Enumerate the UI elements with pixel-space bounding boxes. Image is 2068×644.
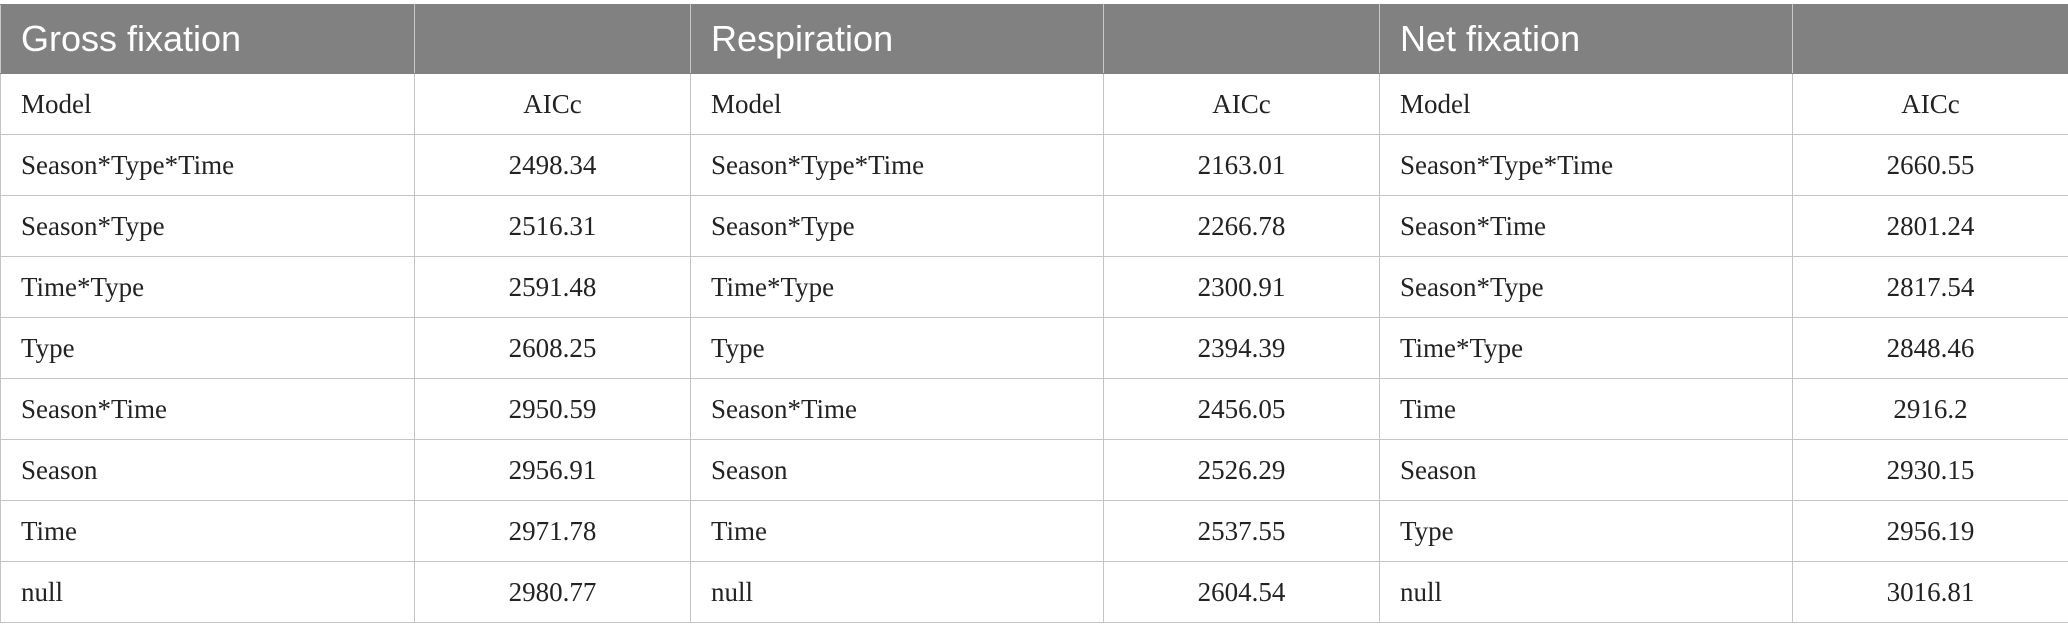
aicc-cell: 2526.29 xyxy=(1103,439,1380,501)
model-cell: Time*Type xyxy=(0,256,415,318)
aicc-cell: 2971.78 xyxy=(414,500,691,562)
group-header-net-fixation: Net fixation xyxy=(1379,4,1793,74)
column-header-aicc: AICc xyxy=(1792,73,2068,135)
aicc-cell: 2950.59 xyxy=(414,378,691,440)
table-row: Type 2608.25 Type 2394.39 Time*Type 2848.46 xyxy=(0,317,2068,379)
aicc-cell: 2956.91 xyxy=(414,439,691,501)
group-header-row: Gross fixation Respiration Net fixation xyxy=(0,4,2068,74)
table-row: Season*Time 2950.59 Season*Time 2456.05 Time… xyxy=(0,378,2068,440)
aicc-cell: 2848.46 xyxy=(1792,317,2068,379)
aicc-cell: 2163.01 xyxy=(1103,134,1380,196)
aicc-cell: 2300.91 xyxy=(1103,256,1380,318)
table-row: Season*Type 2516.31 Season*Type 2266.78 Seas… xyxy=(0,195,2068,257)
group-header-gross-fixation: Gross fixation xyxy=(0,4,415,74)
aicc-cell: 2660.55 xyxy=(1792,134,2068,196)
aicc-model-table: Gross fixation Respiration Net fixation … xyxy=(0,4,2068,623)
aicc-cell: 3016.81 xyxy=(1792,561,2068,623)
aicc-cell: 2591.48 xyxy=(414,256,691,318)
column-header-row: Model AICc Model AICc Model AICc xyxy=(0,73,2068,135)
model-cell: Season*Type xyxy=(1379,256,1793,318)
model-cell: null xyxy=(1379,561,1793,623)
model-cell: Season*Type*Time xyxy=(1379,134,1793,196)
model-cell: Season xyxy=(690,439,1104,501)
group-header-respiration: Respiration xyxy=(690,4,1104,74)
table-row: Time*Type 2591.48 Time*Type 2300.91 Season*T… xyxy=(0,256,2068,318)
column-header-aicc: AICc xyxy=(414,73,691,135)
group-header-spacer xyxy=(1792,4,2068,74)
aicc-cell: 2516.31 xyxy=(414,195,691,257)
model-cell: Season*Time xyxy=(0,378,415,440)
model-cell: Type xyxy=(0,317,415,379)
aicc-cell: 2817.54 xyxy=(1792,256,2068,318)
model-cell: Type xyxy=(690,317,1104,379)
model-cell: Time*Type xyxy=(690,256,1104,318)
aicc-cell: 2916.2 xyxy=(1792,378,2068,440)
column-header-model: Model xyxy=(690,73,1104,135)
column-header-model: Model xyxy=(1379,73,1793,135)
aicc-cell: 2801.24 xyxy=(1792,195,2068,257)
model-cell: Season xyxy=(0,439,415,501)
model-cell: Time xyxy=(690,500,1104,562)
aicc-cell: 2266.78 xyxy=(1103,195,1380,257)
aicc-cell: 2608.25 xyxy=(414,317,691,379)
aicc-cell: 2930.15 xyxy=(1792,439,2068,501)
model-cell: Type xyxy=(1379,500,1793,562)
model-cell: Time*Type xyxy=(1379,317,1793,379)
model-cell: Season*Time xyxy=(690,378,1104,440)
model-cell: Season*Type xyxy=(690,195,1104,257)
aicc-cell: 2980.77 xyxy=(414,561,691,623)
model-cell: Season*Time xyxy=(1379,195,1793,257)
table-row: Season*Type*Time 2498.34 Season*Type*Time 2… xyxy=(0,134,2068,196)
model-cell: Season*Type*Time xyxy=(0,134,415,196)
model-cell: Season*Type xyxy=(0,195,415,257)
model-cell: Season xyxy=(1379,439,1793,501)
model-cell: Time xyxy=(1379,378,1793,440)
aicc-cell: 2604.54 xyxy=(1103,561,1380,623)
aicc-cell: 2537.55 xyxy=(1103,500,1380,562)
aicc-cell: 2394.39 xyxy=(1103,317,1380,379)
aicc-cell: 2498.34 xyxy=(414,134,691,196)
model-cell: null xyxy=(0,561,415,623)
group-header-spacer xyxy=(414,4,691,74)
model-cell: null xyxy=(690,561,1104,623)
aicc-cell: 2956.19 xyxy=(1792,500,2068,562)
group-header-spacer xyxy=(1103,4,1380,74)
model-cell: Time xyxy=(0,500,415,562)
column-header-aicc: AICc xyxy=(1103,73,1380,135)
model-cell: Season*Type*Time xyxy=(690,134,1104,196)
table-row: Time 2971.78 Time 2537.55 Type 2956.19 xyxy=(0,500,2068,562)
table-row: null 2980.77 null 2604.54 null 3016.81 xyxy=(0,561,2068,623)
aicc-cell: 2456.05 xyxy=(1103,378,1380,440)
column-header-model: Model xyxy=(0,73,415,135)
table-row: Season 2956.91 Season 2526.29 Season 2930.15 xyxy=(0,439,2068,501)
